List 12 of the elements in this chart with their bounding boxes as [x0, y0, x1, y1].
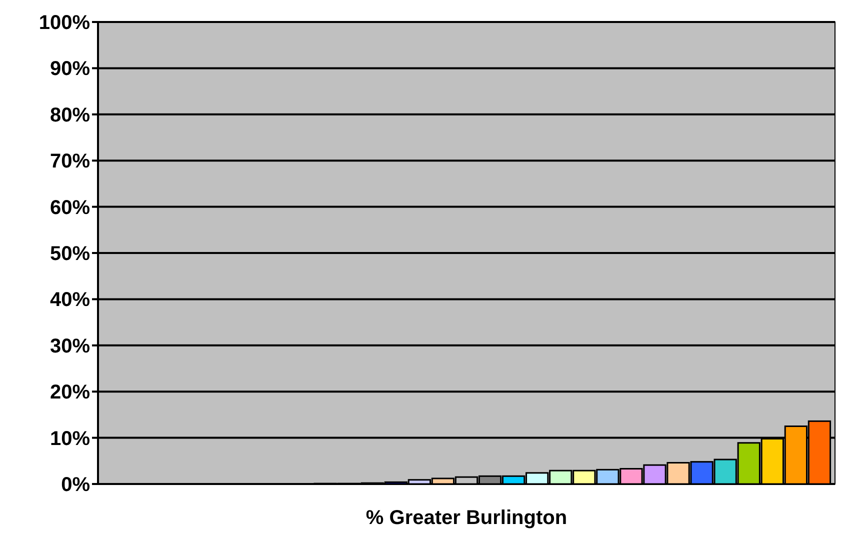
y-tick-label: 10% [50, 428, 90, 450]
y-tick-label: 60% [50, 196, 90, 219]
y-tick-label: 80% [50, 104, 90, 126]
y-tick-label: 50% [50, 243, 90, 265]
y-tick-label: 30% [50, 335, 90, 358]
y-tick-label: 90% [50, 58, 90, 80]
y-tick-label: 100% [38, 12, 90, 34]
y-tick-label: 20% [50, 382, 90, 404]
x-axis-title: % Greater Burlington [366, 507, 568, 529]
y-tick-label: 70% [50, 150, 90, 173]
y-tick-label: 40% [50, 289, 90, 312]
y-tick-label: 0% [61, 474, 90, 496]
